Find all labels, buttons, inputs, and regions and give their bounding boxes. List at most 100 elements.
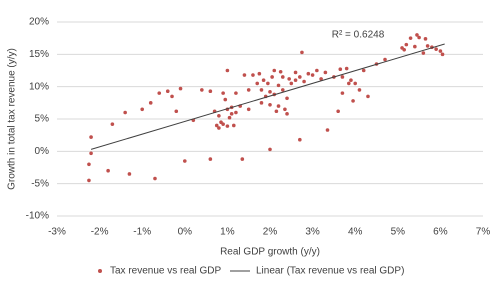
x-tick-label: 7% <box>476 227 491 238</box>
scatter-point <box>404 42 409 47</box>
x-tick-label: -1% <box>133 227 151 238</box>
x-tick-label: 2% <box>263 227 278 238</box>
scatter-point <box>340 75 345 79</box>
scatter-point <box>287 77 291 81</box>
scatter-point <box>278 69 283 74</box>
scatter-point <box>302 79 306 84</box>
scatter-point <box>225 68 230 73</box>
scatter-point <box>157 91 162 95</box>
scatter-point <box>153 176 157 181</box>
scatter-point <box>87 178 91 183</box>
scatter-point <box>325 128 330 132</box>
r-squared-annotation: R² = 0.6248 <box>332 30 385 41</box>
scatter-point <box>421 51 426 55</box>
scatter-point <box>438 49 443 53</box>
scatter-point <box>217 113 221 118</box>
scatter-point <box>270 75 274 79</box>
x-tick-label: 3% <box>305 227 320 238</box>
scatter-point <box>225 124 230 128</box>
scatter-point <box>246 107 251 112</box>
scatter-point <box>251 73 255 77</box>
scatter-point <box>259 101 264 105</box>
scatter-point <box>223 97 228 102</box>
scatter-point <box>293 78 298 82</box>
scatter-point <box>89 135 93 139</box>
scatter-point <box>148 101 153 105</box>
scatter-point <box>293 70 298 75</box>
scatter-point <box>366 94 370 99</box>
x-tick-label: -2% <box>91 227 109 238</box>
scatter-point <box>276 83 281 88</box>
scatter-point <box>315 68 319 73</box>
y-tick-label: 10% <box>29 81 49 92</box>
trendline <box>90 43 445 150</box>
scatter-point <box>257 71 262 76</box>
scatter-point <box>214 123 219 128</box>
x-tick-label: 6% <box>433 227 448 238</box>
scatter-point <box>268 147 272 152</box>
scatter-point <box>280 75 285 79</box>
scatter-point <box>413 44 417 49</box>
x-tick-label: -3% <box>48 227 66 238</box>
scatter-point <box>415 33 419 37</box>
scatter-point <box>231 123 236 128</box>
x-tick-label: 5% <box>391 227 406 238</box>
scatter-point <box>434 47 438 51</box>
scatter-point <box>425 44 430 48</box>
scatter-point <box>272 68 277 73</box>
scatter-point <box>87 162 91 167</box>
scatter-point <box>221 122 225 126</box>
scatter-point <box>310 73 315 77</box>
scatter-point <box>383 57 387 62</box>
scatter-point <box>217 126 221 130</box>
scatter-point <box>110 122 115 126</box>
scatter-point <box>274 109 279 114</box>
y-tick-label: 0% <box>35 146 50 157</box>
y-tick-label: -10% <box>26 211 49 222</box>
scatter-point <box>349 78 353 82</box>
scatter-point <box>283 107 287 112</box>
scatter-point <box>123 110 127 115</box>
y-tick-label: 15% <box>29 49 49 60</box>
scatter-point <box>208 157 213 161</box>
scatter-point <box>266 81 270 86</box>
y-tick-label: 20% <box>29 17 49 28</box>
scatter-point <box>242 73 247 77</box>
scatter-point <box>423 37 428 41</box>
y-tick-label: 5% <box>35 114 50 125</box>
scatter-point <box>298 137 302 142</box>
scatter-point <box>234 110 238 115</box>
scatter-point <box>261 78 266 82</box>
scatter-point <box>402 48 406 52</box>
x-tick-label: 0% <box>178 227 193 238</box>
scatter-point <box>289 81 294 86</box>
scatter-point <box>200 88 204 92</box>
scatter-point <box>357 88 362 92</box>
scatter-point <box>255 81 260 86</box>
legend-label: Linear (Tax revenue vs real GDP) <box>256 266 404 277</box>
scatter-point <box>221 91 225 95</box>
scatter-point <box>306 71 311 76</box>
scatter-point <box>183 159 187 163</box>
scatter-point <box>227 115 232 120</box>
scatter-point <box>208 89 213 93</box>
scatter-point <box>170 94 174 99</box>
scatter-point <box>300 50 304 55</box>
x-tick-label: 4% <box>348 227 363 238</box>
y-tick-label: -5% <box>31 178 49 189</box>
scatter-point <box>165 89 170 93</box>
y-axis-title: Growth in total tax revenue (y/y) <box>7 48 18 190</box>
legend-label: Tax revenue vs real GDP <box>110 266 221 277</box>
x-tick-label: 1% <box>220 227 235 238</box>
scatter-point <box>336 109 340 114</box>
scatter-point <box>340 91 345 95</box>
scatter-point <box>338 67 343 72</box>
scatter-point <box>298 75 302 79</box>
scatter-point <box>351 99 355 103</box>
scatter-point <box>276 104 281 108</box>
scatter-point <box>323 70 328 75</box>
scatter-point <box>127 172 132 176</box>
scatter-point <box>174 109 179 114</box>
scatter-point <box>268 90 272 94</box>
